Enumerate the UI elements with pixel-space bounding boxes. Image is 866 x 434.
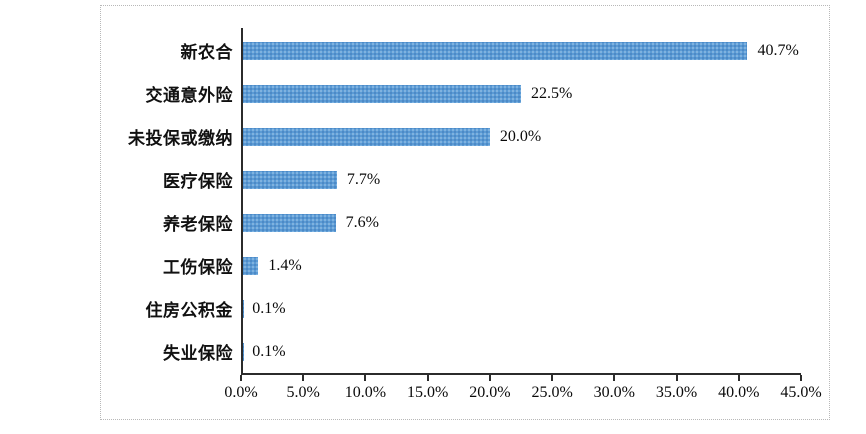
x-axis-tick [675,375,678,381]
category-label: 住房公积金 [145,301,233,320]
x-axis-tick [488,375,491,381]
x-axis-tick [302,375,305,381]
bar-chart: 新农合 40.7% 交通意外险 22.5% 未投保或缴纳 20.0% 医疗保险 7.7% 养老保… [100,5,830,420]
plot-area: 新农合 40.7% 交通意外险 22.5% 未投保或缴纳 20.0% 医疗保险 7.7% 养老保… [101,6,829,409]
bar [243,213,336,232]
bar [243,127,490,146]
bar-row: 交通意外险 22.5% [101,72,829,115]
x-axis-tick [426,375,429,381]
x-axis-tick [800,375,802,381]
category-label: 失业保险 [163,344,233,363]
bar-track: 40.7% [241,41,801,60]
x-axis-tick-label: 15.0% [406,384,449,401]
x-axis-tick-label: 5.0% [286,384,320,401]
x-axis-tick-label: 10.0% [344,384,387,401]
bar [243,170,337,189]
value-label: 1.4% [268,256,302,274]
bar-track: 20.0% [241,127,801,146]
category-label: 养老保险 [163,215,233,234]
category-label: 医疗保险 [163,172,233,191]
value-label: 0.1% [252,342,286,360]
bar-track: 7.7% [241,170,801,189]
x-axis-tick [364,375,367,381]
y-axis-line [241,28,243,375]
category-label: 交通意外险 [145,86,233,105]
x-axis-tick [240,375,242,381]
bar-row: 未投保或缴纳 20.0% [101,115,829,158]
x-axis-tick-label: 20.0% [469,384,511,401]
bar-track: 22.5% [241,84,801,103]
chart-rows: 新农合 40.7% 交通意外险 22.5% 未投保或缴纳 20.0% 医疗保险 7.7% 养老保… [101,29,829,373]
value-label: 7.6% [345,213,379,231]
value-label: 0.1% [252,299,286,317]
category-label: 新农合 [180,43,233,62]
x-axis-tick [737,375,740,381]
x-axis-tick-label: 0.0% [224,384,258,401]
category-label: 未投保或缴纳 [128,129,233,148]
x-axis-tick-label: 25.0% [531,384,573,401]
x-axis-tick [613,375,616,381]
x-axis-tick [551,375,554,381]
bar [243,41,748,60]
bar-track: 7.6% [241,213,801,232]
bar-row: 养老保险 7.6% [101,201,829,244]
bar [243,256,259,275]
value-label: 7.7% [346,170,381,188]
bar [243,342,244,361]
bar-row: 医疗保险 7.7% [101,158,829,201]
bar [243,84,521,103]
bar-row: 工伤保险 1.4% [101,244,829,287]
value-label: 20.0% [499,127,542,145]
x-axis-tick-label: 30.0% [593,384,635,401]
x-axis-tick-label: 40.0% [718,384,760,401]
bar [243,299,244,318]
bar-track: 1.4% [241,256,801,275]
value-label: 22.5% [531,84,573,102]
bar-track: 0.1% [241,342,801,361]
bar-row: 新农合 40.7% [101,29,829,72]
value-label: 40.7% [757,41,799,59]
x-axis-tick-label: 45.0% [780,384,822,401]
x-axis: 0.0% 5.0% 10.0% 15.0% 20.0% 25.0% 30.0% 35.0% 40… [224,373,822,409]
x-axis-tick-label: 35.0% [655,384,698,401]
category-label: 工伤保险 [163,258,233,277]
bar-row: 失业保险 0.1% [101,330,829,373]
bar-row: 住房公积金 0.1% [101,287,829,330]
bar-track: 0.1% [241,299,801,318]
